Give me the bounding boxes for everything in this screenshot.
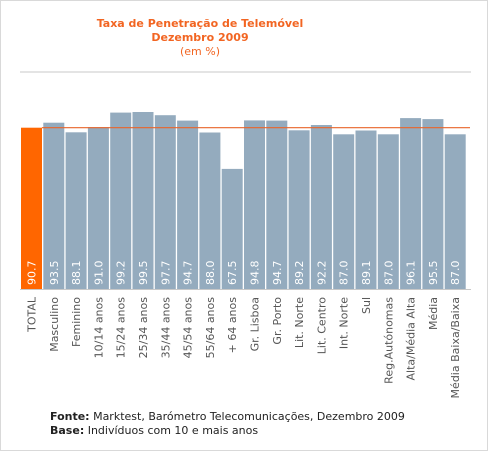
category-label: Média (427, 297, 440, 330)
bar-reg-aut-nomas (377, 134, 399, 289)
category-label: Média Baixa/Baixa (449, 297, 462, 398)
category-label: 45/54 anos (182, 297, 195, 359)
value-label: 87.0 (338, 261, 351, 286)
bar-10-14-anos (87, 127, 109, 289)
category-label: TOTAL (26, 296, 39, 333)
bar-15-24-anos (110, 112, 132, 289)
base-line: Base: Indivíduos com 10 e mais anos (50, 424, 258, 437)
bar-feminino (65, 132, 87, 289)
value-label: 93.5 (48, 261, 61, 286)
bar-m-dia (422, 119, 444, 289)
bar-alta-m-dia-alta (400, 118, 422, 289)
bar-masculino (43, 122, 65, 289)
category-label: Lit. Centro (315, 297, 328, 355)
base-label: Base: (50, 424, 85, 437)
chart-title: Taxa de Penetração de Telemóvel (96, 17, 304, 30)
bar-64-anos (221, 168, 243, 289)
value-label: 91.0 (92, 261, 105, 286)
category-label: Lit. Norte (293, 297, 306, 348)
value-label: 67.5 (226, 261, 239, 286)
value-label: 89.2 (293, 261, 306, 286)
value-label: 96.1 (405, 261, 418, 286)
value-label: 92.2 (315, 261, 328, 286)
bar-45-54-anos (177, 120, 199, 289)
bar-m-dia-baixa-baixa (444, 134, 466, 289)
source-text: Marktest, Barómetro Telecomunicações, De… (89, 410, 405, 423)
value-label: 99.2 (115, 261, 128, 286)
value-label: 95.5 (427, 261, 440, 286)
bar-25-34-anos (132, 112, 154, 289)
value-label: 87.0 (449, 261, 462, 286)
unit-note: (em %) (179, 45, 220, 58)
value-label: 87.0 (382, 261, 395, 286)
category-label: Gr. Porto (271, 297, 284, 345)
value-label: 89.1 (360, 261, 373, 286)
bar-int-norte (333, 134, 355, 289)
bar-total (21, 127, 42, 289)
bar-35-44-anos (154, 115, 176, 289)
bar-gr-porto (266, 120, 288, 289)
bar-lit-centro (310, 125, 332, 289)
value-label: 97.7 (159, 261, 172, 286)
value-label: 88.0 (204, 261, 217, 286)
source-line: Fonte: Marktest, Barómetro Telecomunicaç… (50, 410, 405, 423)
value-label: 94.7 (271, 261, 284, 286)
base-text: Indivíduos com 10 e mais anos (84, 424, 259, 437)
bar-55-64-anos (199, 132, 221, 289)
category-label: 25/34 anos (137, 297, 150, 359)
value-label: 88.1 (70, 261, 83, 286)
category-label: Int. Norte (338, 297, 351, 349)
category-label: Gr. Lisboa (249, 297, 262, 351)
value-label: 94.7 (182, 261, 195, 286)
value-label: 99.5 (137, 261, 150, 286)
bar-sul (355, 130, 377, 289)
category-label: + 64 anos (226, 297, 239, 354)
chart-subtitle: Dezembro 2009 (151, 31, 249, 44)
category-label: Alta/Média Alta (405, 297, 418, 381)
value-label: 94.8 (249, 261, 262, 286)
category-label: Feminino (70, 297, 83, 347)
category-label: 35/44 anos (159, 297, 172, 359)
category-label: 55/64 anos (204, 297, 217, 359)
category-label: Sul (360, 297, 373, 314)
bar-gr-lisboa (244, 120, 265, 290)
category-label: 10/14 anos (92, 297, 105, 359)
value-label: 90.7 (26, 261, 39, 286)
bar-lit-norte (288, 130, 310, 289)
source-label: Fonte: (50, 410, 90, 423)
category-label: Reg.Autónomas (382, 297, 395, 384)
category-label: 15/24 anos (115, 297, 128, 359)
category-label: Masculino (48, 297, 61, 352)
